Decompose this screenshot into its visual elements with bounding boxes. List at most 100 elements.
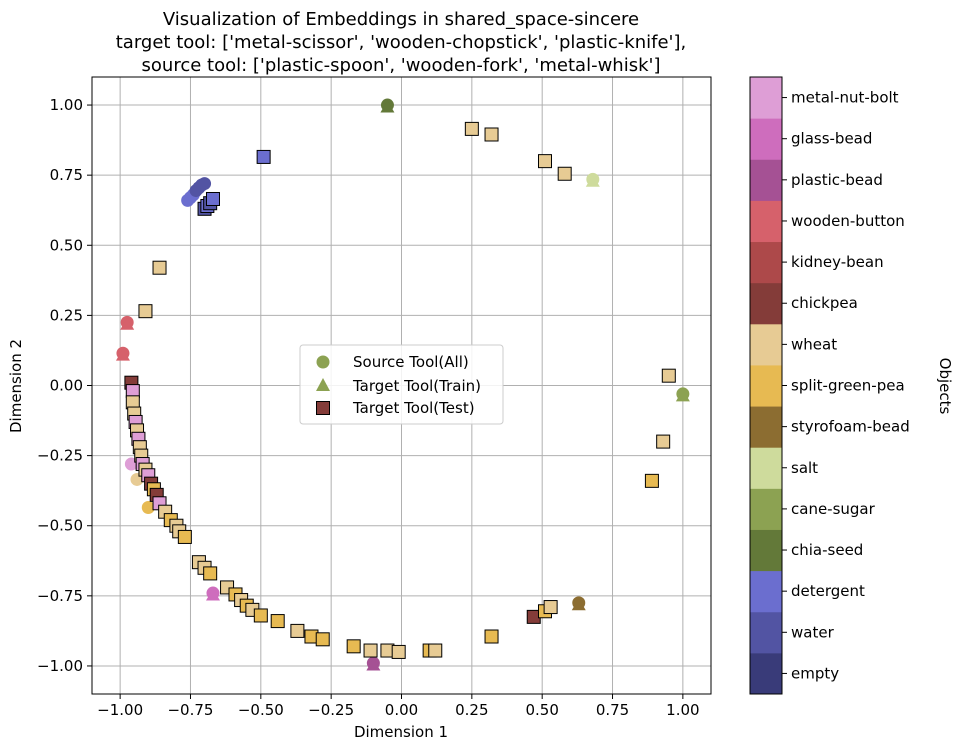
x-tick-label: 0.00 <box>385 701 418 719</box>
point-split-green-pea <box>346 639 361 654</box>
y-tick-label: −0.25 <box>37 447 83 465</box>
title-line-1: Visualization of Embeddings in shared_sp… <box>163 9 639 30</box>
x-axis-ticks: −1.00 −0.75 −0.50 −0.25 0.00 0.25 0.50 0.75 1.00 <box>97 694 700 719</box>
y-tick-label: 1.00 <box>50 96 83 114</box>
colorbar-tick-label: styrofoam-bead <box>791 418 910 436</box>
point-cane-sugar <box>675 389 690 402</box>
colorbar-tick-label: detergent <box>791 582 865 600</box>
colorbar-tick-label: metal-nut-bolt <box>791 89 899 107</box>
point-styrofoam-bead <box>571 598 586 611</box>
colorbar-tick-label: water <box>791 623 835 641</box>
colorbar-tick-label: cane-sugar <box>791 500 876 518</box>
point-glass-bead <box>205 588 220 601</box>
y-axis-ticks: −1.00 −0.75 −0.50 −0.25 0.00 0.25 0.50 0.75 1.00 <box>37 96 92 675</box>
point-plastic-bead <box>366 658 381 671</box>
point-wheat <box>484 127 499 142</box>
colorbar-tick-label: chia-seed <box>791 541 863 559</box>
colorbar-tick-label: wooden-button <box>791 212 905 230</box>
colorbar-tick-label: salt <box>791 459 818 477</box>
point-water <box>198 177 212 191</box>
data-points <box>115 98 690 671</box>
point-split-green-pea <box>177 529 192 544</box>
x-tick-label: −0.75 <box>167 701 213 719</box>
y-tick-label: 0.25 <box>50 306 83 324</box>
point-wheat <box>557 166 572 181</box>
colorbar-block-plastic-bead <box>750 159 782 201</box>
point-split-green-pea <box>484 629 499 644</box>
x-tick-label: −0.25 <box>308 701 354 719</box>
colorbar-block-detergent <box>750 570 782 613</box>
colorbar-block-kidney-bean <box>750 241 782 284</box>
x-tick-label: 0.50 <box>525 701 558 719</box>
point-wheat <box>537 154 552 169</box>
legend-marker-test <box>316 401 330 415</box>
y-tick-label: −0.50 <box>37 517 83 535</box>
series-square <box>124 121 676 659</box>
point-wheat <box>464 121 479 136</box>
point-wheat <box>543 600 558 615</box>
point-wheat <box>661 368 676 383</box>
x-tick-label: 0.25 <box>455 701 488 719</box>
title-line-2: target tool: ['metal-scissor', 'wooden-c… <box>116 32 686 53</box>
point-wheat <box>656 434 671 449</box>
colorbar-block-empty <box>750 652 782 695</box>
colorbar-tick-label: chickpea <box>791 294 858 312</box>
colorbar-block-chickpea <box>750 282 782 325</box>
colorbar: empty water detergent chia-seed cane-sugar sa… <box>749 76 954 695</box>
point-chia-seed <box>380 100 395 113</box>
series-triangle <box>115 100 690 671</box>
point-split-green-pea <box>203 566 218 581</box>
legend-label-test: Target Tool(Test) <box>352 399 475 417</box>
legend: Source Tool(All) Target Tool(Train) Targ… <box>299 344 504 425</box>
point-split-green-pea <box>253 608 268 623</box>
colorbar-blocks <box>750 77 782 695</box>
colorbar-block-water <box>750 611 782 654</box>
point-split-green-pea <box>644 473 659 488</box>
chart-title: Visualization of Embeddings in shared_sp… <box>116 9 686 76</box>
colorbar-tick-label: split-green-pea <box>791 377 905 395</box>
y-tick-label: 0.75 <box>50 166 83 184</box>
colorbar-tick-label: wheat <box>791 335 837 353</box>
colorbar-block-cane-sugar <box>750 488 782 530</box>
title-line-3: source tool: ['plastic-spoon', 'wooden-f… <box>142 55 661 76</box>
colorbar-block-metal-nut-bolt <box>750 77 782 119</box>
point-wooden-button <box>115 348 130 361</box>
point-detergent <box>205 191 220 206</box>
point-wheat <box>290 623 305 638</box>
colorbar-tick-label: kidney-bean <box>791 253 884 271</box>
colorbar-block-wheat <box>750 323 782 366</box>
colorbar-ticks: empty water detergent chia-seed cane-sugar sa… <box>782 89 910 682</box>
y-tick-label: −0.75 <box>37 587 83 605</box>
point-split-green-pea <box>270 614 285 629</box>
point-wheat <box>391 644 406 659</box>
y-tick-label: 0.50 <box>50 236 83 254</box>
y-tick-label: 0.00 <box>50 377 83 395</box>
colorbar-tick-label: glass-bead <box>791 130 872 148</box>
legend-box <box>299 344 504 425</box>
point-split-green-pea <box>141 500 155 514</box>
colorbar-block-salt <box>750 447 782 489</box>
x-tick-label: 0.75 <box>596 701 629 719</box>
point-detergent <box>256 149 271 164</box>
x-tick-label: −0.50 <box>238 701 284 719</box>
point-wheat <box>152 260 167 275</box>
colorbar-block-glass-bead <box>750 118 782 160</box>
legend-label-source: Source Tool(All) <box>353 353 469 371</box>
colorbar-tick-label: plastic-bead <box>791 171 883 189</box>
colorbar-block-styrofoam-bead <box>750 406 782 448</box>
x-tick-label: 1.00 <box>666 701 699 719</box>
y-tick-label: −1.00 <box>37 657 83 675</box>
point-salt <box>585 174 600 187</box>
legend-label-train: Target Tool(Train) <box>352 377 481 395</box>
colorbar-block-wooden-button <box>750 200 782 243</box>
y-axis-label: Dimension 2 <box>7 339 25 433</box>
point-wheat <box>428 643 443 658</box>
legend-marker-source <box>316 355 330 369</box>
legend-marker-train <box>316 378 330 391</box>
point-wheat <box>363 643 378 658</box>
point-wheat <box>138 304 153 319</box>
colorbar-block-chia-seed <box>750 529 782 572</box>
x-tick-label: −1.00 <box>97 701 143 719</box>
colorbar-tick-label: empty <box>791 664 839 682</box>
